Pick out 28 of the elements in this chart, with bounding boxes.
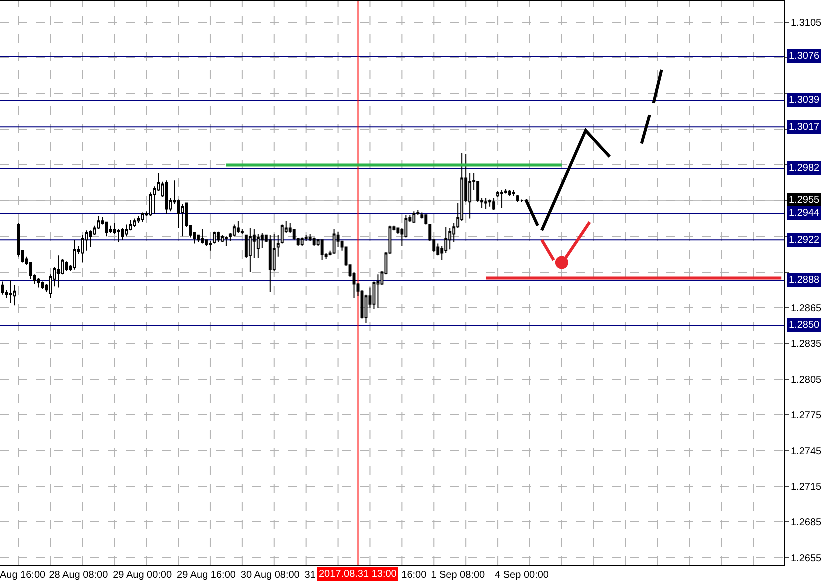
y-tick-label: 1.2715	[791, 482, 822, 493]
x-tick-label: 31	[304, 570, 316, 581]
x-tick-label: 1 Sep 08:00	[431, 570, 486, 581]
ref-line-label: 1.3017	[789, 122, 820, 133]
ref-line-label: 1.3076	[789, 51, 820, 62]
y-tick-label: 1.2655	[791, 553, 822, 564]
x-tick-label: 16:00	[402, 570, 428, 581]
y-tick-label: 1.2865	[791, 303, 822, 314]
y-tick-label: 1.2745	[791, 446, 822, 458]
y-tick-label: 1.2805	[791, 374, 822, 386]
ref-line-label: 1.2982	[789, 163, 820, 174]
x-tick-label: 29 Aug 00:00	[113, 570, 172, 581]
y-tick-label: 1.2685	[791, 518, 822, 529]
ref-line-label: 1.2888	[789, 275, 820, 286]
y-tick-label: 1.3105	[791, 18, 822, 29]
x-tick-label: 30 Aug 08:00	[240, 570, 300, 581]
ref-line-label: 1.2850	[789, 320, 820, 331]
x-tick-label: 28 Aug 08:00	[49, 570, 109, 581]
x-tick-label: 4 Sep 00:00	[495, 570, 550, 581]
ref-line-label: 1.2955	[789, 195, 820, 206]
x-tick-label: Aug 16:00	[0, 570, 46, 581]
y-tick-label: 1.2775	[791, 410, 822, 422]
ref-line-label: 1.2922	[789, 235, 820, 246]
ref-line-label: 1.3039	[789, 95, 820, 106]
ref-line-label: 1.2944	[789, 208, 820, 219]
x-tick-label: 29 Aug 16:00	[177, 570, 236, 581]
x-tick-label: 2017.08.31 13:00	[319, 569, 398, 580]
y-tick-label: 1.2835	[791, 339, 822, 350]
